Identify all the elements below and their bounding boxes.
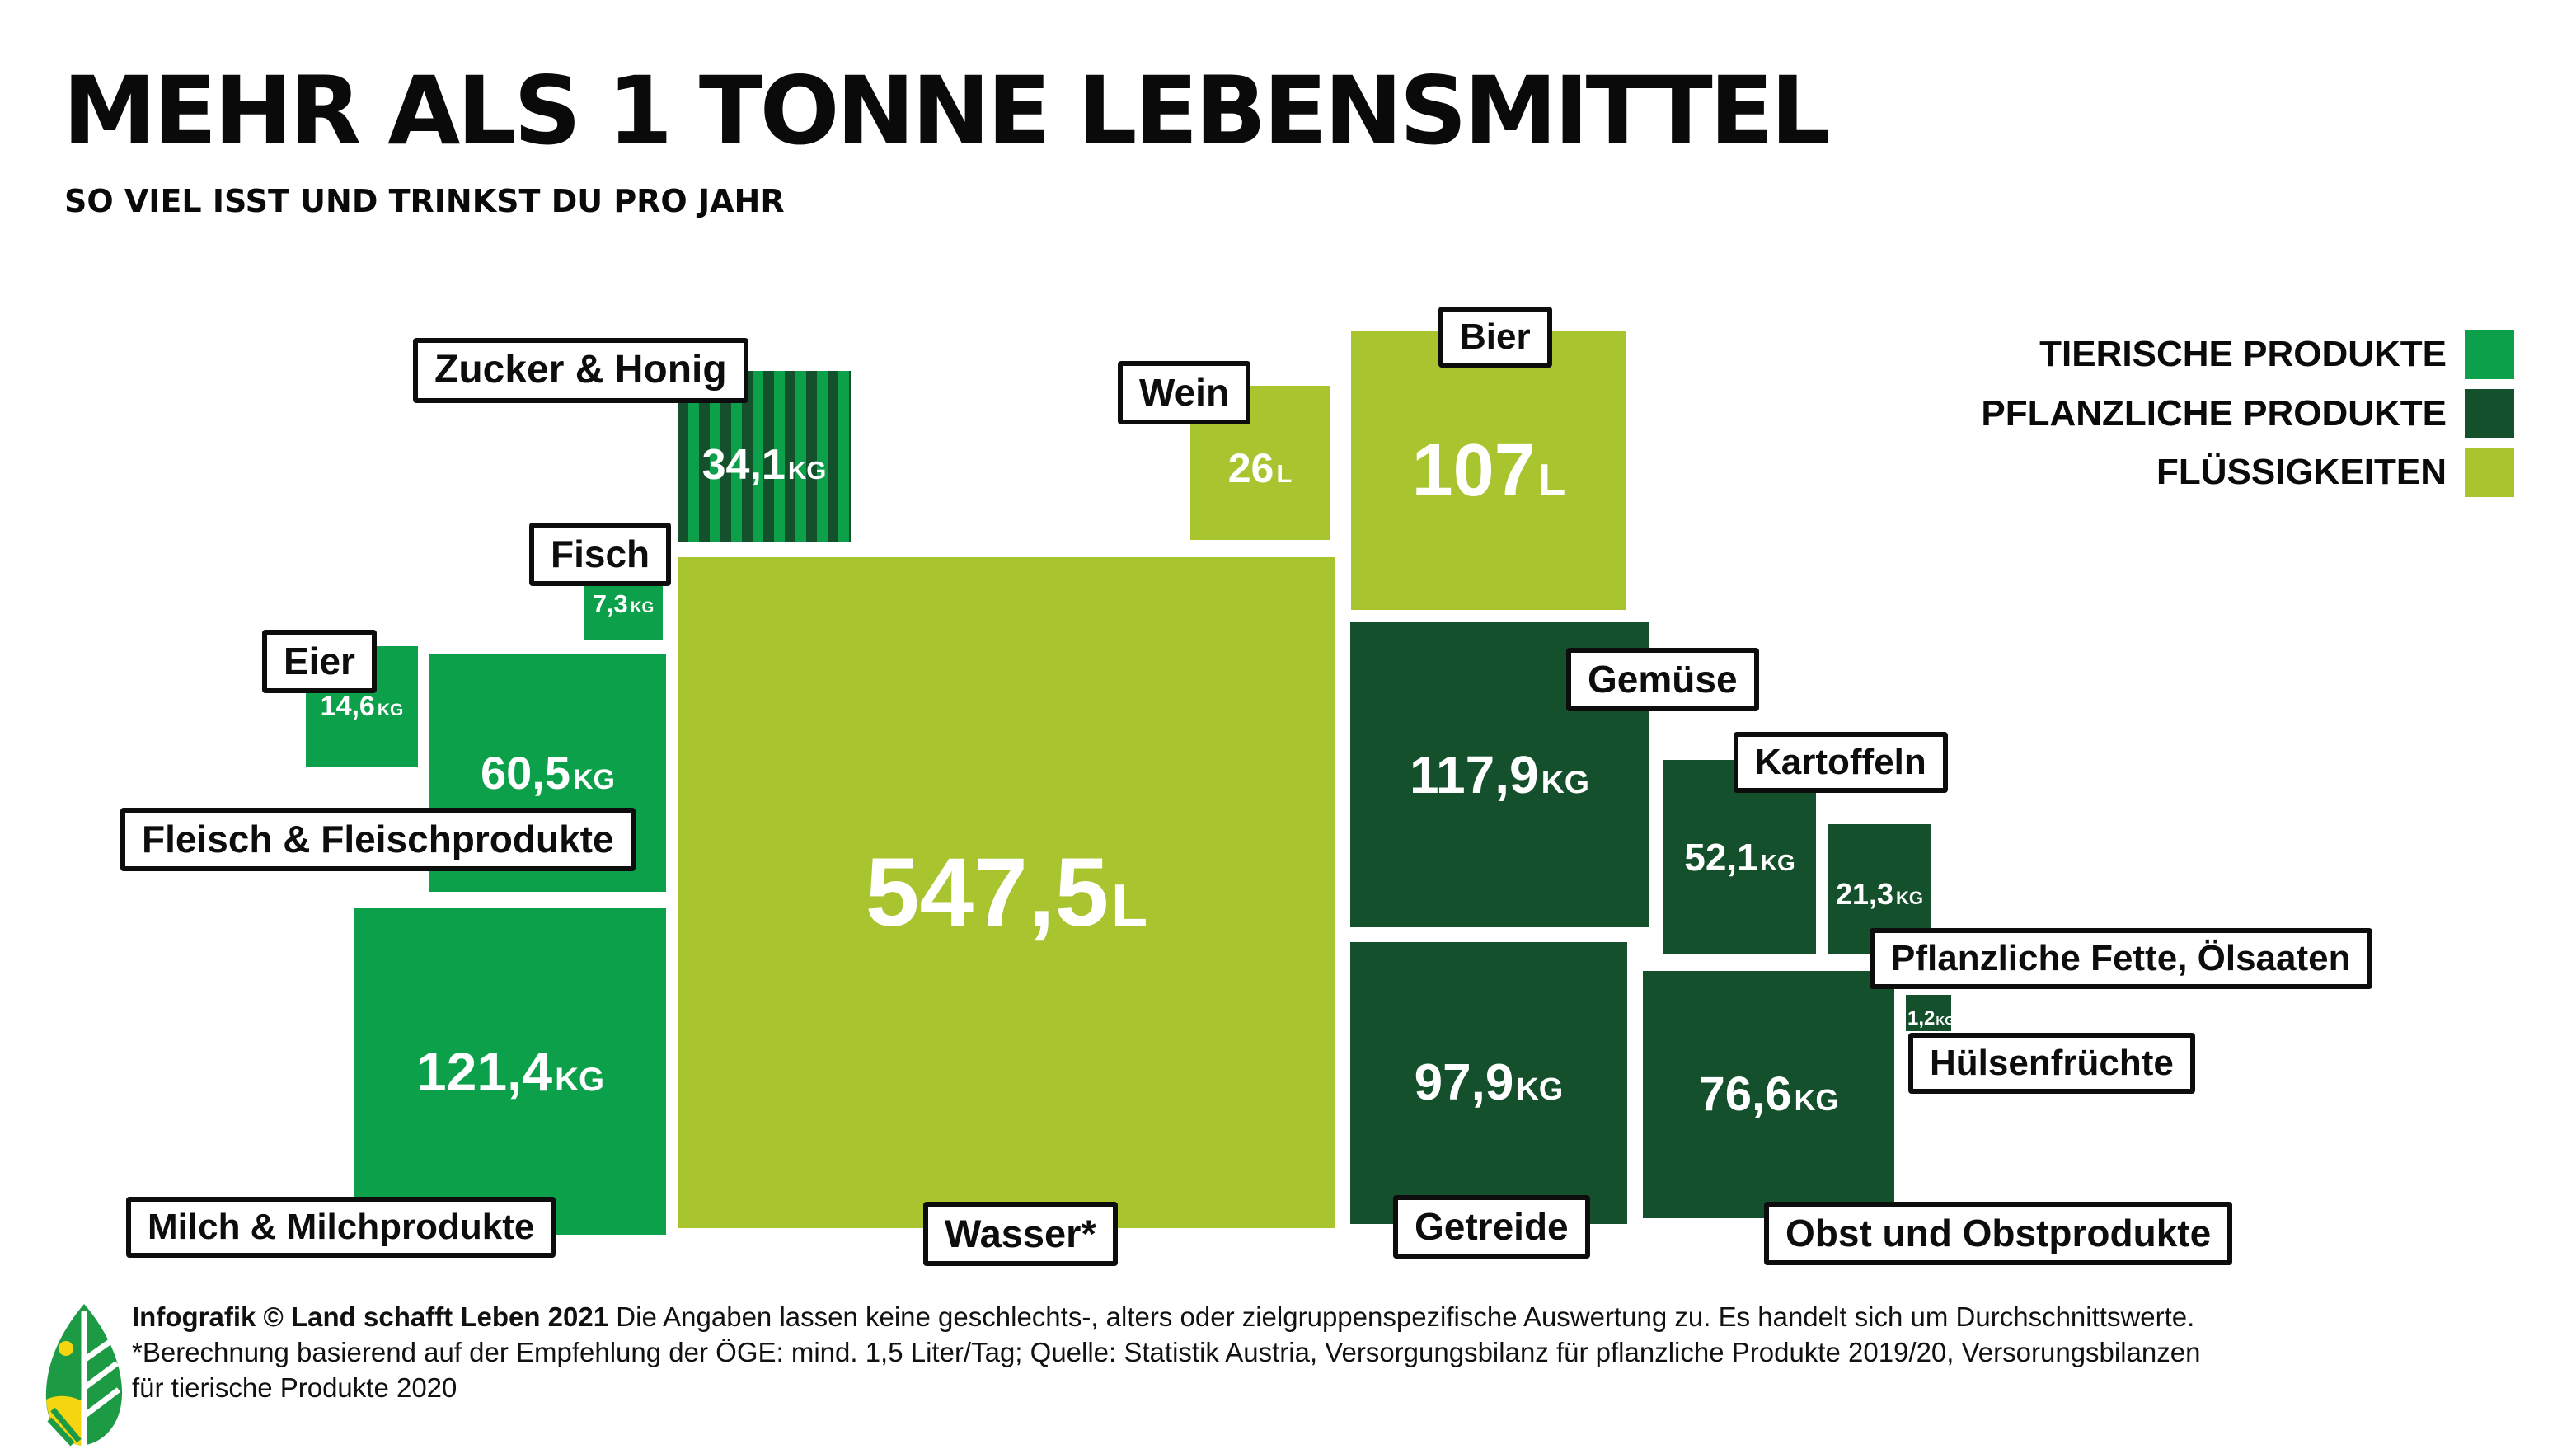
category-label-getreide: Getreide: [1393, 1195, 1590, 1259]
category-label-fisch: Fisch: [529, 523, 672, 586]
category-label-pflanzliche-fette: Pflanzliche Fette, Ölsaaten: [1870, 928, 2372, 990]
value-zucker-honig: 34,1KG: [701, 441, 827, 489]
legend-label-tierische: TIERISCHE PRODUKTE: [2039, 334, 2447, 374]
category-label-bier: Bier: [1438, 307, 1552, 368]
category-box-milch: 121,4KG: [354, 908, 666, 1235]
value-eier: 14,6 KG: [320, 691, 404, 722]
category-box-bier: 107L: [1351, 331, 1626, 610]
value-wasser: 547,5L: [865, 838, 1148, 947]
leaf-logo-icon: [45, 1304, 122, 1447]
footer-source-text: Infografik © Land schafft Leben 2021 Die…: [132, 1299, 2200, 1406]
category-label-milch: Milch & Milchprodukte: [126, 1197, 556, 1259]
footer-line-3: für tierische Produkte 2020: [132, 1372, 457, 1404]
category-label-zucker-honig: Zucker & Honig: [413, 338, 748, 403]
value-fisch: 7,3 KG: [592, 589, 655, 618]
land-schafft-leben-logo: [41, 1302, 127, 1449]
footer-line-1: Infografik © Land schafft Leben 2021 Die…: [132, 1301, 2195, 1332]
category-label-eier: Eier: [262, 630, 377, 693]
value-fleisch: 60,5KG: [481, 747, 615, 799]
legend-swatch-fluessigkeiten: [2465, 448, 2514, 497]
value-wein: 26L: [1227, 444, 1293, 491]
legend-swatch-tierische: [2465, 330, 2514, 379]
value-huelsenfruechte: 1,2KG: [1907, 1007, 1954, 1029]
category-label-wein: Wein: [1118, 361, 1251, 424]
footer-credit: Infografik © Land schafft Leben 2021: [132, 1301, 609, 1332]
value-gemuese: 117,9KG: [1409, 745, 1590, 804]
category-box-getreide: 97,9KG: [1350, 942, 1627, 1224]
value-bier: 107L: [1411, 429, 1566, 512]
page-subtitle: SO VIEL ISST UND TRINKST DU PRO JAHR: [64, 183, 785, 219]
category-label-obst: Obst und Obstprodukte: [1764, 1202, 2233, 1265]
legend-row-tierische: TIERISCHE PRODUKTE: [2039, 330, 2514, 379]
category-box-obst: 76,6KG: [1643, 971, 1894, 1218]
value-obst: 76,6KG: [1698, 1067, 1839, 1121]
page-title: MEHR ALS 1 TONNE LEBENSMITTEL: [63, 56, 1830, 166]
value-milch: 121,4KG: [415, 1041, 605, 1102]
category-label-huelsenfruechte: Hülsenfrüchte: [1908, 1033, 2195, 1095]
value-getreide: 97,9KG: [1414, 1054, 1564, 1111]
category-box-wasser: 547,5L: [678, 557, 1335, 1228]
legend-swatch-pflanzliche: [2465, 389, 2514, 438]
category-label-wasser: Wasser*: [923, 1202, 1118, 1266]
category-label-kartoffeln: Kartoffeln: [1734, 732, 1948, 794]
category-box-huelsenfruechte: 1,2KG: [1906, 995, 1954, 1031]
legend-label-fluessigkeiten: FLÜSSIGKEITEN: [2156, 452, 2447, 492]
category-label-gemuese: Gemüse: [1566, 648, 1759, 711]
category-label-fleisch: Fleisch & Fleischprodukte: [120, 808, 636, 871]
value-pflanzliche-fette: 21,3 KG: [1835, 877, 1924, 911]
legend-label-pflanzliche: PFLANZLICHE PRODUKTE: [1981, 393, 2447, 434]
footer-line-2: *Berechnung basierend auf der Empfehlung…: [132, 1337, 2201, 1368]
legend-row-pflanzliche: PFLANZLICHE PRODUKTE: [1981, 389, 2514, 438]
legend-row-fluessigkeiten: FLÜSSIGKEITEN: [2156, 448, 2514, 497]
value-kartoffeln: 52,1 KG: [1684, 836, 1795, 879]
